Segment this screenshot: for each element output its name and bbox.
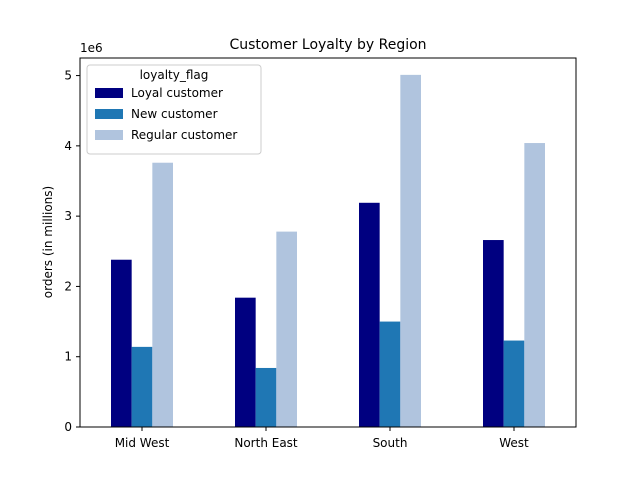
y-axis-ticks: 0 1 2 3 4 5 — [64, 69, 80, 434]
bar-north-east-loyal-customer — [235, 297, 256, 427]
bar-north-east-new-customer — [255, 367, 277, 427]
legend-swatch — [95, 130, 123, 140]
y-tick-label: 5 — [64, 69, 72, 83]
legend-label: Loyal customer — [131, 86, 223, 100]
bar-mid-west-loyal-customer — [111, 259, 132, 427]
x-axis-ticks: Mid West North East South West — [115, 427, 529, 450]
bars-group — [111, 74, 545, 428]
bar-south-regular-customer — [400, 74, 421, 428]
legend-label: Regular customer — [131, 128, 237, 142]
y-tick-label: 4 — [64, 139, 72, 153]
x-tick-label: South — [373, 436, 408, 450]
legend-title: loyalty_flag — [140, 68, 209, 82]
y-scale-label: 1e6 — [80, 41, 103, 55]
legend-swatch — [95, 88, 123, 98]
legend-swatch — [95, 109, 123, 119]
bar-mid-west-regular-customer — [152, 162, 173, 427]
legend: loyalty_flag Loyal customer New customer Re… — [86, 64, 262, 155]
bar-west-loyal-customer — [483, 240, 504, 427]
legend-label: New customer — [131, 107, 218, 121]
y-axis-label: orders (in millions) — [41, 186, 55, 298]
y-tick-label: 0 — [64, 420, 72, 434]
bar-west-new-customer — [503, 340, 525, 427]
bar-south-loyal-customer — [359, 202, 380, 427]
legend-box — [86, 64, 262, 155]
bar-west-regular-customer — [524, 143, 545, 427]
y-tick-label: 2 — [64, 279, 72, 293]
y-tick-label: 3 — [64, 209, 72, 223]
bar-north-east-regular-customer — [276, 231, 297, 427]
x-tick-label: West — [499, 436, 529, 450]
x-tick-label: Mid West — [115, 436, 170, 450]
y-tick-label: 1 — [64, 350, 72, 364]
plot-frame — [79, 57, 577, 428]
x-tick-label: North East — [234, 436, 298, 450]
chart-title: Customer Loyalty by Region — [229, 37, 426, 53]
bar-south-new-customer — [379, 321, 401, 427]
bar-mid-west-new-customer — [131, 346, 153, 427]
